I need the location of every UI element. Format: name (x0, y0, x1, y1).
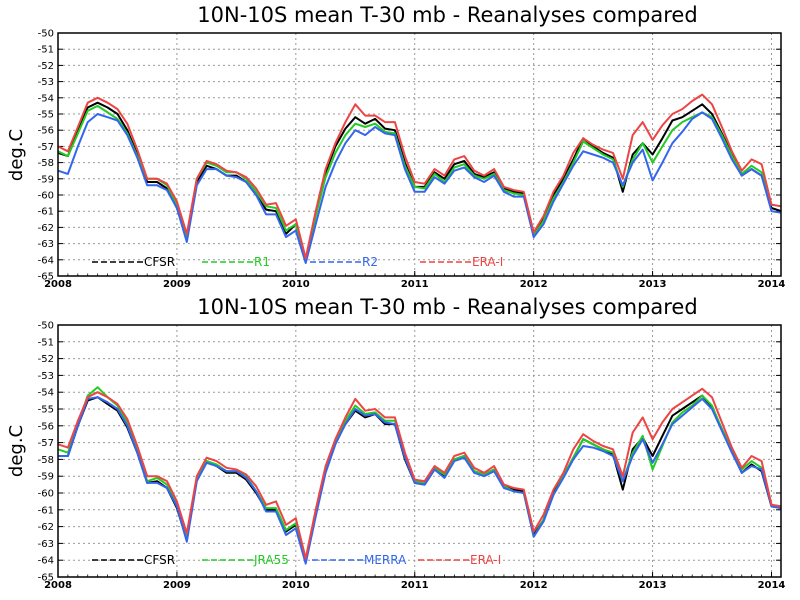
y-tick-label: -61 (38, 207, 54, 218)
y-tick-label: -64 (38, 255, 54, 266)
series-line-r2 (57, 111, 782, 264)
chart-title: 10N-10S mean T-30 mb - Reanalyses compar… (197, 295, 697, 319)
y-tick-label: -52 (38, 354, 54, 365)
legend-label: ERA-I (472, 255, 503, 269)
chart-panel-1: 10N-10S mean T-30 mb - Reanalyses compar… (6, 3, 785, 290)
legend-label: CFSR (144, 255, 175, 269)
x-tick-label: 2009 (163, 279, 191, 290)
x-tick-label: 2011 (401, 279, 429, 290)
y-tick-label: -57 (38, 438, 54, 449)
y-tick-label: -60 (38, 191, 54, 202)
legend-label: JRA55 (253, 553, 289, 567)
y-tick-label: -54 (38, 93, 54, 104)
y-tick-label: -50 (38, 321, 54, 332)
y-tick-label: -59 (38, 174, 54, 185)
x-tick-label: 2008 (44, 580, 72, 591)
y-tick-label: -62 (38, 223, 54, 234)
y-tick-label: -65 (38, 573, 54, 584)
y-tick-label: -56 (38, 126, 54, 137)
chart-panel-2: 10N-10S mean T-30 mb - Reanalyses compar… (6, 295, 785, 591)
series-line-jra55 (57, 386, 782, 562)
y-tick-label: -53 (38, 77, 54, 88)
chart-title: 10N-10S mean T-30 mb - Reanalyses compar… (197, 3, 697, 27)
x-tick-label: 2011 (401, 580, 429, 591)
legend-label: ERA-I (470, 553, 501, 567)
plot-frame (57, 324, 782, 578)
x-tick-label: 2014 (758, 279, 786, 290)
y-tick-label: -60 (38, 489, 54, 500)
x-tick-label: 2009 (163, 580, 191, 591)
y-axis-label: deg.C (6, 425, 27, 477)
y-tick-label: -52 (38, 61, 54, 72)
y-tick-label: -57 (38, 142, 54, 153)
x-tick-label: 2008 (44, 279, 72, 290)
x-tick-label: 2010 (282, 580, 310, 591)
series-line-era-i (57, 387, 782, 560)
legend-label: CFSR (144, 553, 175, 567)
y-tick-label: -62 (38, 522, 54, 533)
x-tick-label: 2013 (639, 580, 667, 591)
y-tick-label: -61 (38, 505, 54, 516)
series-line-merra (58, 396, 782, 565)
y-tick-label: -51 (38, 337, 54, 348)
legend-label: MERRA (364, 553, 407, 567)
y-axis-label: deg.C (6, 129, 27, 181)
y-tick-label: -55 (38, 405, 54, 416)
legend-label: R1 (254, 255, 270, 269)
y-tick-label: -65 (38, 272, 54, 283)
y-tick-label: -56 (38, 421, 54, 432)
y-tick-label: -58 (38, 158, 54, 169)
plot-frame (57, 32, 782, 277)
x-tick-label: 2012 (520, 580, 548, 591)
y-tick-label: -63 (38, 539, 54, 550)
x-tick-label: 2010 (282, 279, 310, 290)
y-tick-label: -64 (38, 556, 54, 567)
y-tick-label: -55 (38, 110, 54, 121)
legend-label: R2 (362, 255, 378, 269)
y-tick-label: -50 (38, 29, 54, 40)
x-tick-label: 2013 (639, 279, 667, 290)
y-tick-label: -58 (38, 455, 54, 466)
series-line-era-i (57, 93, 782, 260)
x-tick-label: 2012 (520, 279, 548, 290)
y-tick-label: -59 (38, 472, 54, 483)
y-tick-label: -51 (38, 45, 54, 56)
y-tick-label: -54 (38, 388, 54, 399)
y-tick-label: -53 (38, 371, 54, 382)
x-tick-label: 2014 (758, 580, 786, 591)
y-tick-label: -63 (38, 239, 54, 250)
series-line-cfsr (57, 101, 782, 261)
